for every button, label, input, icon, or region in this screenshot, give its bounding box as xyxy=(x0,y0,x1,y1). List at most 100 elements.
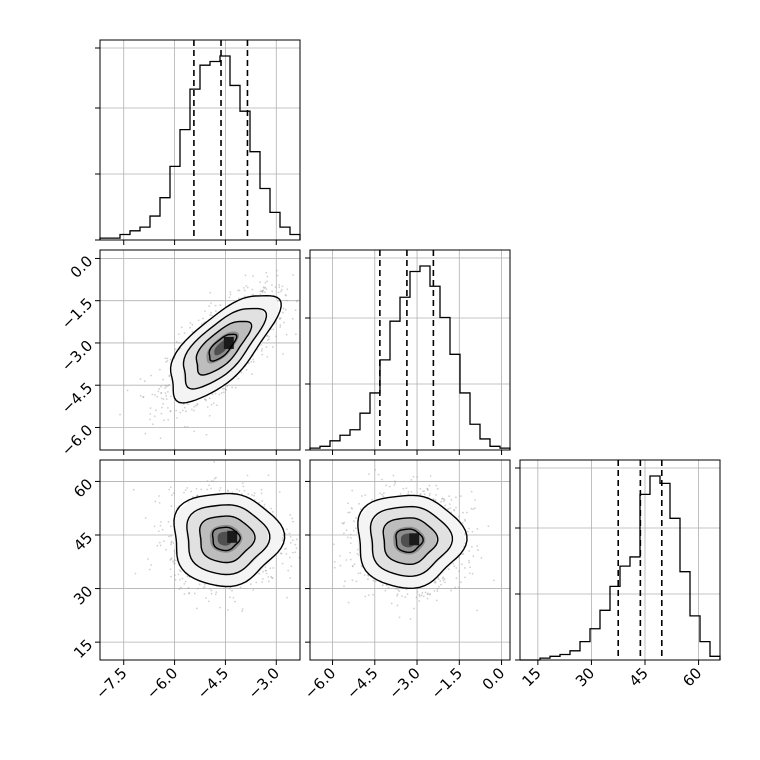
scatter-point xyxy=(266,334,269,337)
scatter-point xyxy=(349,533,352,536)
axes-frame xyxy=(99,459,301,661)
scatter-point xyxy=(294,333,297,336)
scatter-point xyxy=(170,505,173,508)
scatter-point xyxy=(261,581,263,583)
scatter-point xyxy=(188,592,191,594)
scatter-point xyxy=(243,489,246,492)
scatter-point xyxy=(356,552,359,555)
scatter-point xyxy=(155,409,157,412)
scatter-point xyxy=(172,492,175,495)
scatter-point xyxy=(413,607,415,610)
scatter-point xyxy=(349,536,352,539)
scatter-point xyxy=(170,540,173,543)
scatter-point xyxy=(149,407,152,410)
scatter-point xyxy=(372,579,375,582)
scatter-point xyxy=(460,581,462,584)
panel-content xyxy=(100,250,300,450)
scatter-point xyxy=(215,591,218,594)
scatter-point xyxy=(272,567,275,569)
scatter-point xyxy=(291,317,294,320)
scatter-point xyxy=(206,406,209,408)
scatter-point xyxy=(450,511,453,514)
scatter-point xyxy=(234,386,237,389)
scatter-point xyxy=(282,311,284,314)
scatter-point xyxy=(279,326,282,328)
scatter-point xyxy=(150,564,153,566)
scatter-point xyxy=(285,294,287,297)
scatter-point xyxy=(268,338,270,341)
scatter-point xyxy=(241,608,244,610)
scatter-point xyxy=(428,484,431,487)
scatter-point xyxy=(453,508,456,511)
scatter-point xyxy=(354,527,357,530)
scatter-point xyxy=(173,574,176,577)
scatter-point xyxy=(205,433,208,436)
scatter-point xyxy=(289,556,291,559)
scatter-point xyxy=(364,595,367,598)
scatter-point xyxy=(181,577,184,580)
scatter-point xyxy=(266,280,268,283)
scatter-point xyxy=(215,476,217,479)
scatter-point xyxy=(457,515,460,518)
scatter-point xyxy=(203,585,206,588)
scatter-point xyxy=(168,488,171,491)
scatter-point xyxy=(207,600,210,603)
scatter-point xyxy=(271,284,273,286)
scatter-point xyxy=(359,572,362,574)
scatter-point xyxy=(455,496,457,499)
scatter-point xyxy=(416,591,419,593)
x-tick-label: 0.0 xyxy=(479,664,509,694)
scatter-point xyxy=(462,511,464,514)
scatter-point xyxy=(251,373,254,376)
scatter-point xyxy=(168,375,171,378)
scatter-point xyxy=(290,565,293,568)
scatter-point xyxy=(333,561,336,563)
scatter-point xyxy=(271,511,274,513)
scatter-point xyxy=(345,529,348,532)
scatter-point xyxy=(412,475,415,478)
scatter-point xyxy=(183,406,186,409)
scatter-point xyxy=(262,286,265,289)
scatter-point xyxy=(284,293,287,296)
scatter-point xyxy=(168,383,171,386)
scatter-point xyxy=(458,570,460,573)
scatter-point xyxy=(174,348,177,351)
scatter-point xyxy=(198,583,201,586)
scatter-point xyxy=(285,299,288,302)
scatter-point xyxy=(442,576,445,579)
scatter-point xyxy=(280,552,283,555)
scatter-point xyxy=(276,274,279,277)
contour-line xyxy=(169,294,282,404)
scatter-point xyxy=(462,552,465,555)
scatter-point xyxy=(184,580,187,583)
scatter-point xyxy=(347,601,350,604)
scatter-point xyxy=(266,355,269,358)
scatter-point xyxy=(185,410,187,413)
scatter-point xyxy=(444,504,447,507)
scatter-point xyxy=(294,543,297,546)
x-tick-label: −7.5 xyxy=(92,664,130,702)
scatter-point xyxy=(429,492,431,495)
scatter-point xyxy=(470,507,473,510)
y-tick-label: −6.0 xyxy=(58,421,96,459)
axes-frame xyxy=(99,249,301,451)
scatter-point xyxy=(261,577,264,580)
scatter-point xyxy=(214,304,217,307)
scatter-point xyxy=(439,580,442,582)
scatter-point xyxy=(158,541,161,544)
scatter-point xyxy=(426,593,429,596)
scatter-point xyxy=(349,542,352,545)
y-tick-label: 45 xyxy=(70,529,96,555)
scatter-point xyxy=(295,547,298,550)
scatter-point xyxy=(406,593,409,596)
scatter-point xyxy=(219,487,222,489)
scatter-point xyxy=(422,595,425,598)
y-tick-label: −1.5 xyxy=(58,294,96,332)
scatter-point xyxy=(442,498,445,500)
panel-content xyxy=(310,460,510,660)
scatter-point xyxy=(421,591,424,594)
scatter-point xyxy=(186,487,189,489)
scatter-point xyxy=(144,432,147,435)
scatter-point xyxy=(234,600,236,603)
scatter-point xyxy=(382,492,385,494)
